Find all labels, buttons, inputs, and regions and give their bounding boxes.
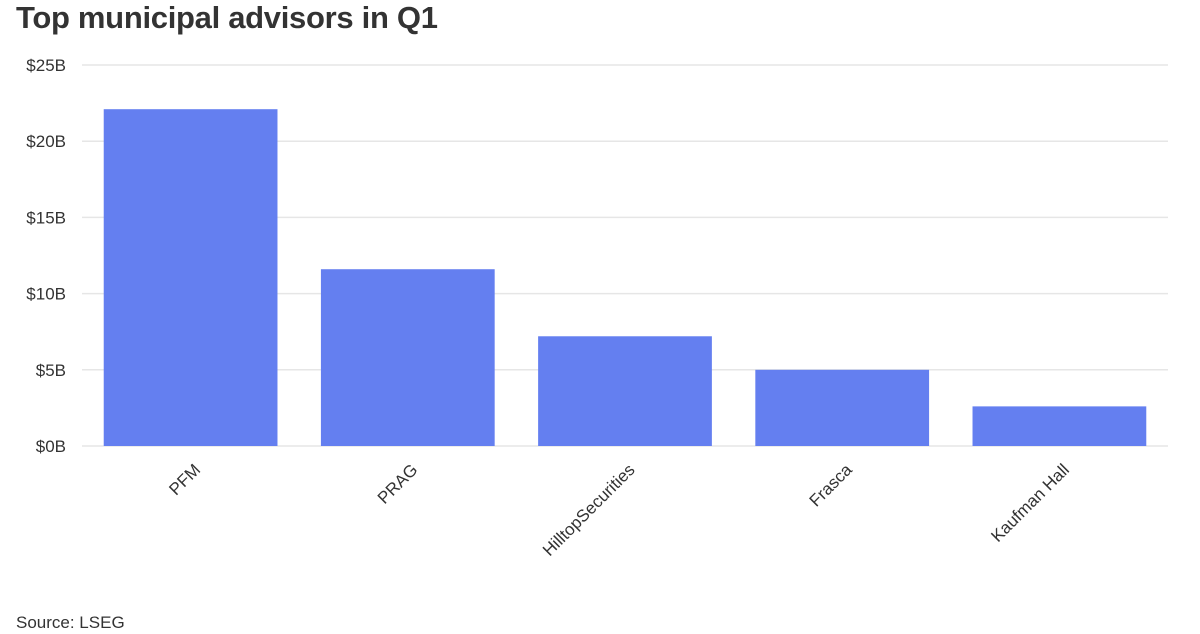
bar[interactable] [972, 406, 1147, 446]
y-tick-label: $10B [26, 285, 66, 304]
y-tick-label: $25B [26, 56, 66, 75]
y-tick-label: $20B [26, 132, 66, 151]
bar[interactable] [320, 269, 495, 446]
y-tick-label: $15B [26, 208, 66, 227]
bars [103, 109, 1147, 447]
bar[interactable] [538, 336, 712, 446]
x-tick-label: HilltopSecurities [539, 460, 639, 560]
x-tick-label: Kaufman Hall [987, 460, 1073, 546]
x-tick-label: Frasca [806, 460, 857, 511]
y-tick-label: $5B [36, 361, 66, 380]
source-note: Source: LSEG [16, 613, 125, 632]
chart-title: Top municipal advisors in Q1 [16, 0, 438, 35]
y-tick-label: $0B [36, 437, 66, 456]
x-tick-label: PFM [165, 460, 204, 499]
bar[interactable] [755, 369, 930, 446]
x-axis-tick-labels: PFM PRAG HilltopSecurities Frasca Kaufman Ha… [165, 460, 1073, 560]
y-axis-tick-labels: $0B $5B $10B $15B $20B $25B [26, 56, 66, 456]
x-tick-label: PRAG [374, 460, 422, 508]
bar[interactable] [103, 109, 278, 447]
